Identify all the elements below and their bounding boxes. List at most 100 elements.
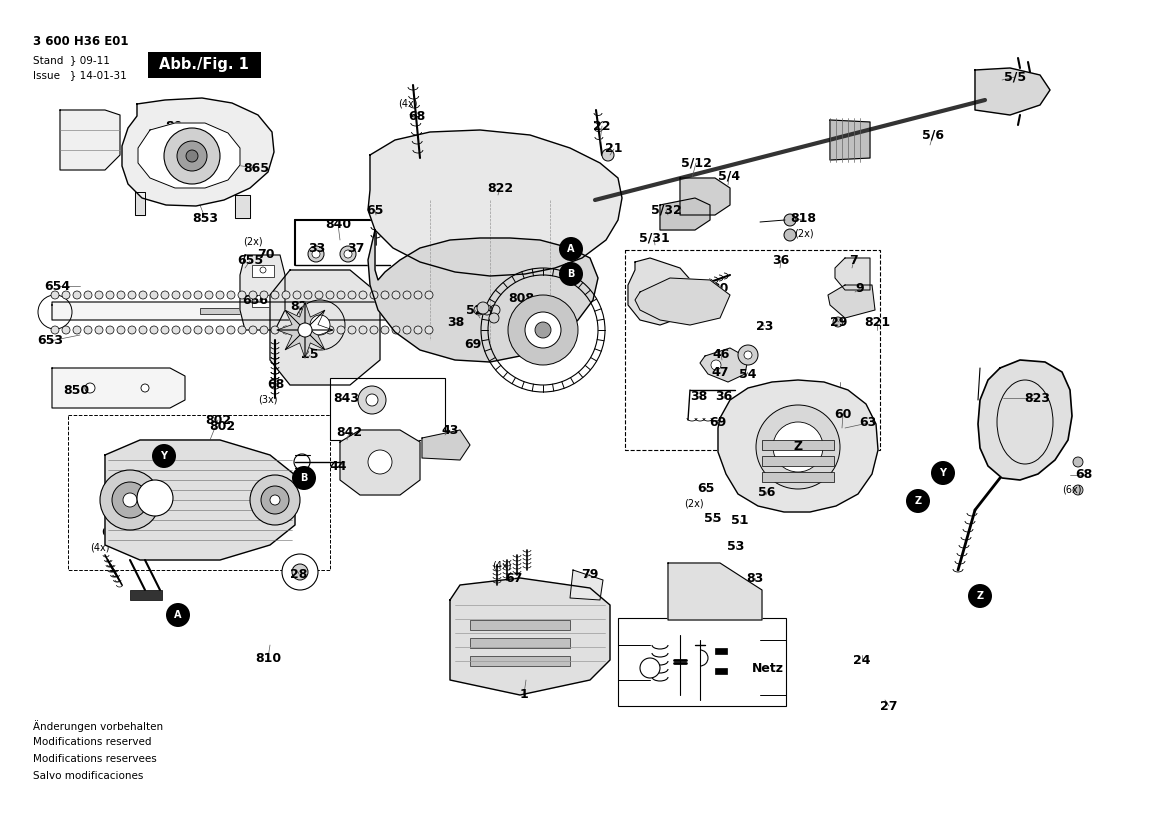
Circle shape [314,326,323,334]
Circle shape [227,326,235,334]
Circle shape [282,326,290,334]
Text: (2x): (2x) [684,498,704,508]
Circle shape [161,326,170,334]
Text: 23: 23 [756,320,774,333]
Text: 842: 842 [336,425,362,439]
Text: B: B [300,473,307,483]
Circle shape [139,326,147,334]
Circle shape [271,326,279,334]
Bar [625,250,880,450]
Text: 60: 60 [835,407,852,420]
Circle shape [270,495,281,505]
Polygon shape [305,330,325,358]
Polygon shape [138,123,240,188]
Text: 68: 68 [268,378,284,392]
Text: 1: 1 [520,687,528,700]
Circle shape [784,229,796,241]
Polygon shape [635,278,729,325]
Circle shape [1073,457,1082,467]
Circle shape [756,405,841,489]
Circle shape [112,482,148,518]
Circle shape [968,584,992,608]
Circle shape [260,297,267,303]
Circle shape [117,291,125,299]
Circle shape [559,237,583,261]
Text: 5/32: 5/32 [651,203,682,216]
Bar [715,648,727,654]
Text: 823: 823 [1024,392,1050,405]
Circle shape [784,214,796,226]
Circle shape [444,303,459,319]
Circle shape [123,493,137,507]
Text: 83: 83 [746,572,763,585]
Polygon shape [305,302,325,330]
Circle shape [127,326,136,334]
Text: 865: 865 [243,162,269,174]
Text: 69: 69 [464,339,482,352]
Text: Netz: Netz [752,662,784,676]
Circle shape [310,315,330,335]
Text: Y: Y [160,451,167,461]
Circle shape [293,291,300,299]
Circle shape [403,326,411,334]
Circle shape [227,291,235,299]
Circle shape [392,291,400,299]
Circle shape [205,291,213,299]
Text: 35: 35 [518,311,535,325]
Text: 68: 68 [408,110,426,122]
Polygon shape [680,178,729,215]
Circle shape [139,291,147,299]
Circle shape [106,291,115,299]
Text: 36: 36 [715,390,733,402]
Text: Z: Z [914,496,921,506]
Circle shape [260,291,268,299]
Circle shape [403,291,411,299]
Text: 57: 57 [769,455,787,468]
Bar [762,440,833,450]
Polygon shape [660,198,710,230]
Polygon shape [830,120,870,160]
Bar [762,456,833,466]
Text: (3x): (3x) [258,395,278,405]
Circle shape [414,291,422,299]
Circle shape [489,313,499,323]
Circle shape [172,326,180,334]
Circle shape [1073,485,1082,495]
Text: Modifications reserved: Modifications reserved [33,737,152,747]
Text: Stand  } 09-11: Stand } 09-11 [33,55,110,65]
Circle shape [250,475,300,525]
Circle shape [344,250,352,258]
Text: 21: 21 [606,143,623,155]
Text: 843: 843 [333,392,359,405]
Bar [715,668,727,674]
Text: 70: 70 [257,249,275,262]
Text: 22: 22 [593,120,610,132]
Circle shape [194,326,202,334]
Text: 9: 9 [856,282,864,296]
Circle shape [184,326,191,334]
Circle shape [117,326,125,334]
Circle shape [738,345,758,365]
Text: 24: 24 [853,653,871,667]
Polygon shape [277,311,305,330]
Text: 5/12: 5/12 [680,156,712,169]
Circle shape [137,480,173,516]
Circle shape [186,150,198,162]
Circle shape [260,326,268,334]
Text: 79: 79 [581,567,599,581]
Text: Issue   } 14-01-31: Issue } 14-01-31 [33,70,126,80]
Polygon shape [305,311,333,330]
Text: 5/31: 5/31 [638,231,670,244]
Circle shape [282,554,318,590]
Text: Y: Y [940,468,947,478]
Text: 5/6: 5/6 [922,129,945,141]
Circle shape [177,141,207,171]
Circle shape [293,326,300,334]
Polygon shape [51,302,459,320]
Circle shape [602,149,614,161]
Circle shape [337,326,345,334]
Text: 7: 7 [850,254,858,267]
Text: Änderungen vorbehalten: Änderungen vorbehalten [33,720,164,732]
Circle shape [127,291,136,299]
Text: 840: 840 [325,217,351,230]
